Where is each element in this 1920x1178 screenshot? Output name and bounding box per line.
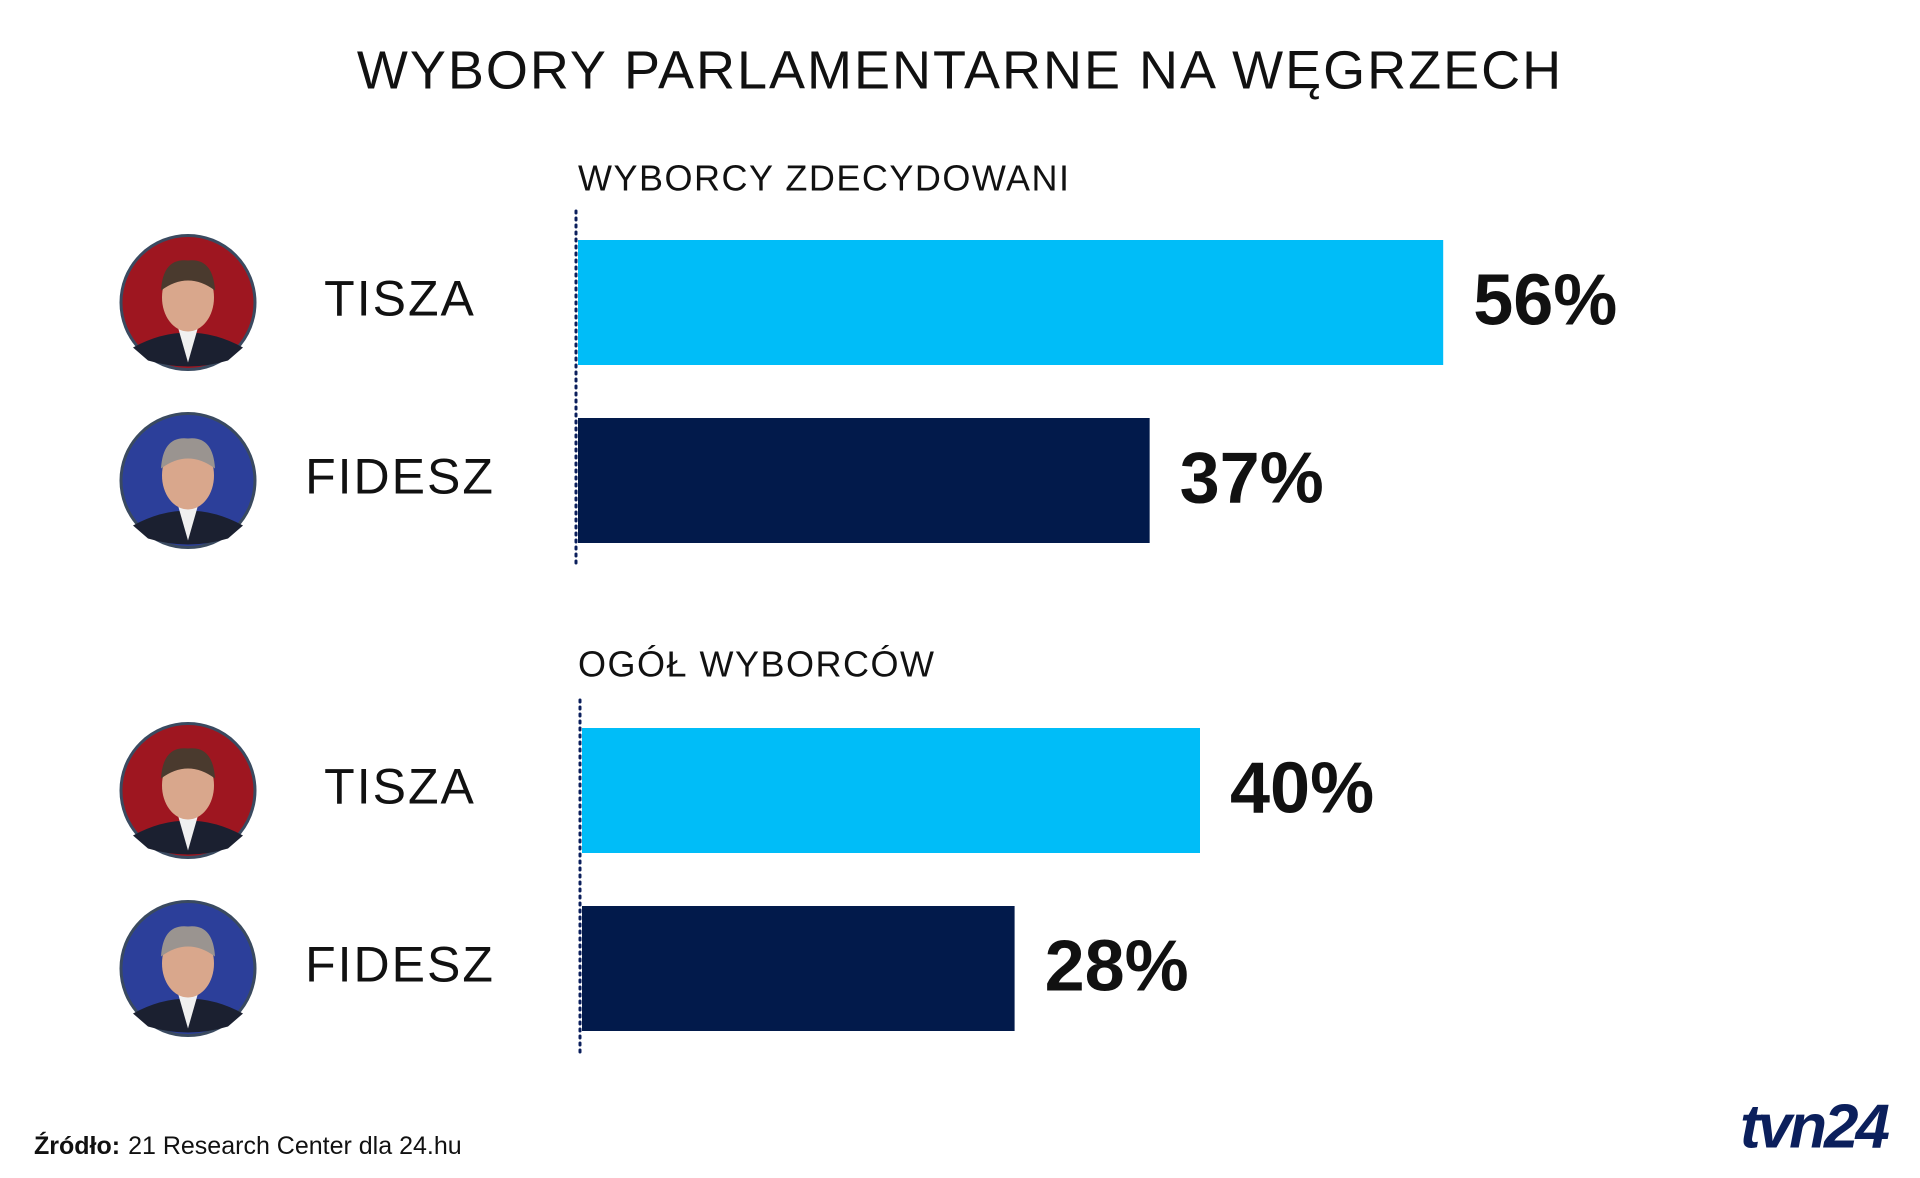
category-label: FIDESZ xyxy=(305,937,495,993)
avatar-shirt xyxy=(178,993,198,1029)
category-label: FIDESZ xyxy=(305,449,495,505)
value-label: 28% xyxy=(1045,927,1189,1007)
bar xyxy=(578,240,1444,365)
category-label: TISZA xyxy=(324,759,476,815)
value-label: 37% xyxy=(1180,439,1324,519)
avatar xyxy=(119,900,257,1037)
value-label: 40% xyxy=(1230,749,1374,829)
bar xyxy=(582,728,1200,853)
source-label: Źródło: xyxy=(34,1131,120,1160)
avatar-shirt xyxy=(178,505,198,541)
bar xyxy=(582,906,1015,1031)
avatar-hair xyxy=(161,926,215,957)
avatar-hair xyxy=(161,438,215,469)
source-text: 21 Research Center dla 24.hu xyxy=(128,1132,462,1160)
avatar-shirt xyxy=(178,815,198,851)
bar xyxy=(578,418,1150,543)
category-label: TISZA xyxy=(324,271,476,327)
avatar xyxy=(119,722,257,859)
avatar-hair xyxy=(161,748,215,779)
subtitle: WYBORCY ZDECYDOWANI xyxy=(578,158,1071,199)
value-label: 56% xyxy=(1473,261,1617,341)
source: Źródło: 21 Research Center dla 24.hu xyxy=(34,1131,462,1160)
avatar-shirt xyxy=(178,327,198,363)
avatar xyxy=(119,412,257,549)
chart-title: WYBORY PARLAMENTARNE NA WĘGRZECH xyxy=(357,40,1563,100)
subtitle: OGÓŁ WYBORCÓW xyxy=(578,644,936,685)
logo: tvn24 xyxy=(1740,1092,1889,1161)
avatar xyxy=(119,234,257,371)
avatar-hair xyxy=(161,260,215,291)
